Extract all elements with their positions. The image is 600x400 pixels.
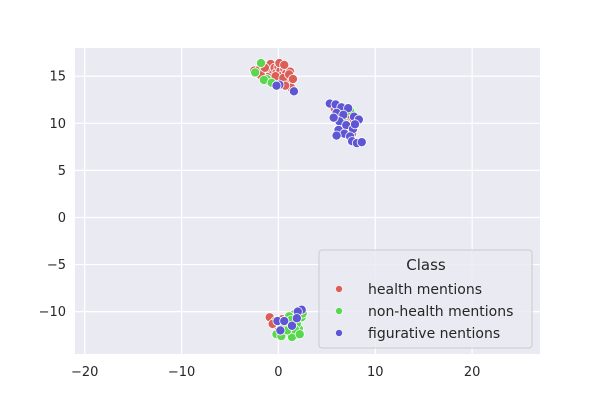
point-figurative-nentions [331,130,342,141]
point-figurative-nentions [356,137,367,148]
point-figurative-nentions [275,325,286,336]
y-tick-label: −10 [39,305,66,320]
point-non-health-mentions [294,329,305,340]
legend-marker-health-mentions [335,285,343,293]
point-non-health-mentions [255,58,266,69]
point-figurative-nentions [328,112,339,123]
point-figurative-nentions [271,80,282,91]
y-tick-label: 10 [49,117,66,132]
legend-box [318,249,533,349]
data-points [249,58,367,343]
legend-marker-figurative-nentions [335,329,343,337]
point-non-health-mentions [250,67,261,78]
y-tick-label: −5 [47,258,66,273]
point-figurative-nentions [349,119,360,130]
x-tick-label: 0 [274,365,282,380]
x-tick-label: 10 [367,365,384,380]
x-tick-label: −10 [168,365,195,380]
point-health-mentions [279,59,290,70]
legend-marker-non-health-mentions [335,307,343,315]
y-tick-label: 5 [58,164,66,179]
legend-label-non-health-mentions: non-health mentions [368,304,513,320]
grid-lines [75,48,540,354]
legend-label-health-mentions: health mentions [368,282,482,298]
legend-label-figurative-nentions: figurative nentions [368,326,500,342]
x-tick-label: −20 [71,365,98,380]
point-figurative-nentions [286,320,297,331]
point-figurative-nentions [279,316,290,327]
x-tick-label: 20 [464,365,481,380]
y-axis-ticks: −10 −5 0 5 10 15 [39,70,66,320]
legend: Class health mentions non-health mention… [318,249,533,349]
point-health-mentions [287,74,298,85]
legend-title: Class [406,256,446,274]
point-figurative-nentions [291,313,302,324]
point-figurative-nentions [288,86,299,97]
y-tick-label: 15 [49,70,66,85]
x-axis-ticks: −20 −10 0 10 20 [71,365,480,380]
y-tick-label: 0 [58,211,66,226]
